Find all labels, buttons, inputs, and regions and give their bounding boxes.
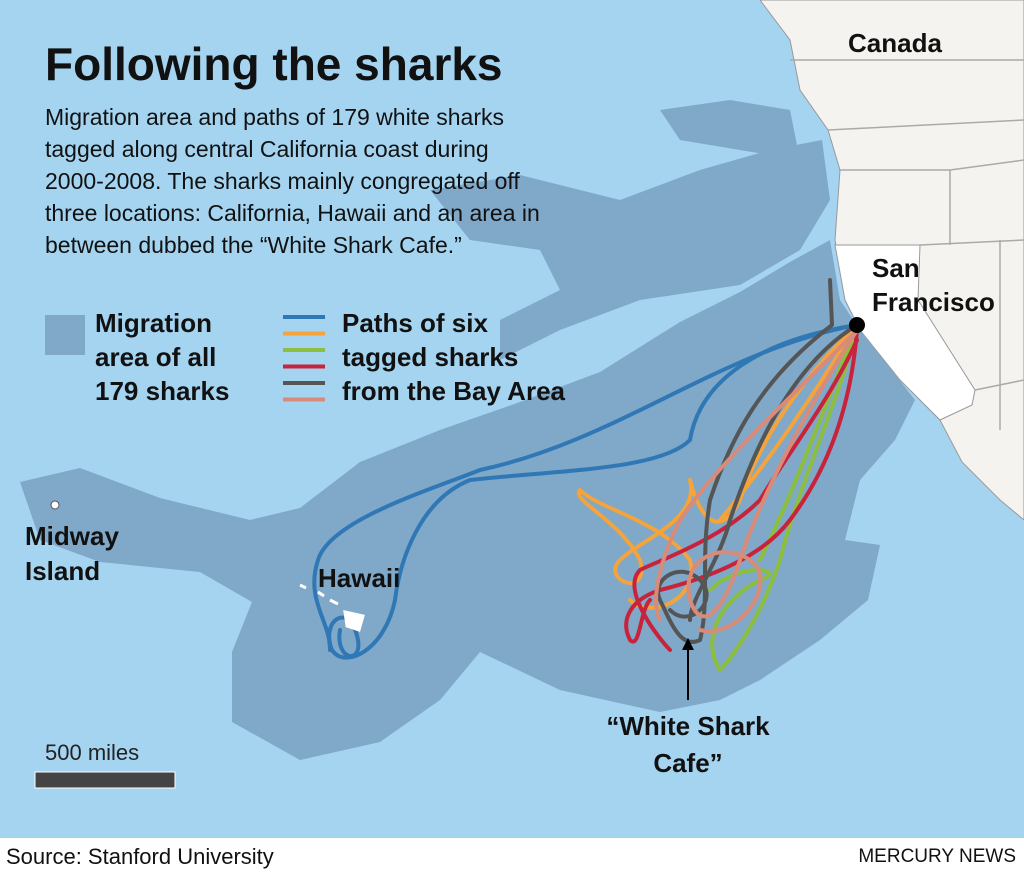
label-cafe: Cafe” xyxy=(653,748,722,778)
subtitle-line: Migration area and paths of 179 white sh… xyxy=(45,104,504,130)
credit: MERCURY NEWS xyxy=(858,846,1016,867)
legend-paths-text: from the Bay Area xyxy=(342,376,566,406)
title: Following the sharks xyxy=(45,38,503,90)
scale-label: 500 miles xyxy=(45,740,139,765)
legend-area-text: 179 sharks xyxy=(95,376,229,406)
legend-area-text: area of all xyxy=(95,342,216,372)
label-canada: Canada xyxy=(848,28,942,58)
label-hawaii: Hawaii xyxy=(318,563,400,593)
subtitle-line: tagged along central California coast du… xyxy=(45,136,489,162)
shark-paths xyxy=(312,278,859,672)
legend-area-text: Migration xyxy=(95,308,212,338)
label-cafe: “White Shark xyxy=(606,711,770,741)
california xyxy=(834,244,976,421)
legend-paths-text: tagged sharks xyxy=(342,342,518,372)
scale-bar xyxy=(34,771,176,789)
label-midway: Island xyxy=(25,556,100,586)
legend-area: Migration area of all 179 sharks xyxy=(95,308,229,406)
sf-dot xyxy=(849,317,865,333)
legend-area-swatch xyxy=(45,315,85,355)
subtitle-line: 2000-2008. The sharks mainly congregated… xyxy=(45,168,520,194)
midway-dot xyxy=(50,500,60,510)
legend-paths: Paths of six tagged sharks from the Bay Ar… xyxy=(283,308,566,406)
migration-area xyxy=(20,100,915,760)
borders xyxy=(790,59,1024,430)
label-sf: Francisco xyxy=(872,287,995,317)
cafe-arrow xyxy=(682,638,694,650)
source: Source: Stanford University xyxy=(6,844,274,869)
legend-paths-text: Paths of six xyxy=(342,308,488,338)
label-midway: Midway xyxy=(25,521,119,551)
subtitle-line: between dubbed the “White Shark Cafe.” xyxy=(45,232,462,258)
subtitle: Migration area and paths of 179 white sh… xyxy=(45,104,540,258)
subtitle-line: three locations: California, Hawaii and … xyxy=(45,200,540,226)
hawaii-islands xyxy=(299,583,365,632)
label-sf: San xyxy=(872,253,920,283)
